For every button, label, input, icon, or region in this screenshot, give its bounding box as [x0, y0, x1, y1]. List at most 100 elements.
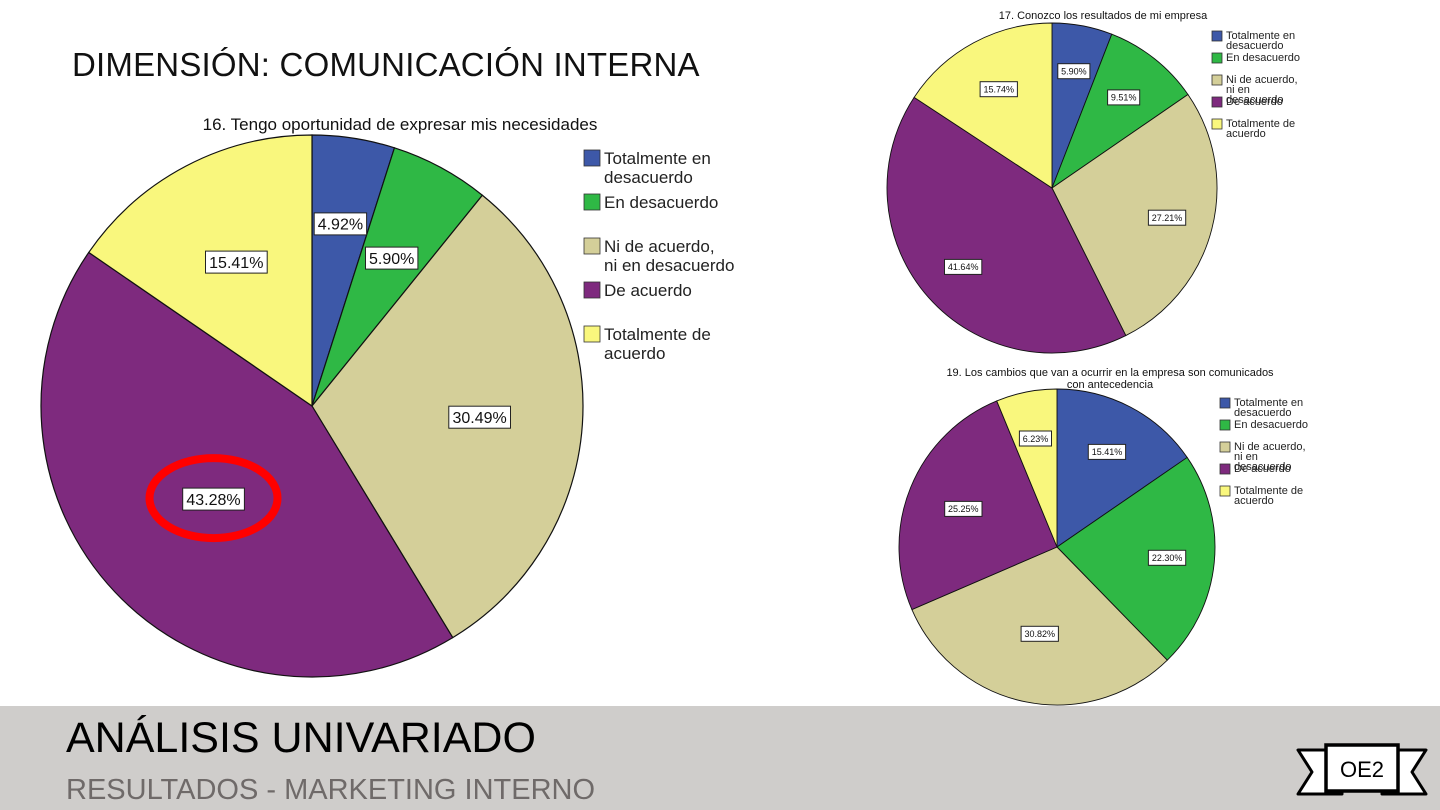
charts-canvas: 16. Tengo oportunidad de expresar mis ne… — [40, 10, 1308, 706]
data-label: 5.90% — [365, 246, 419, 270]
legend-label: desacuerdo — [1234, 461, 1292, 473]
legend-label: En desacuerdo — [1234, 419, 1308, 431]
legend-label: Totalmente en — [1226, 30, 1295, 42]
legend-swatch — [583, 325, 601, 343]
oe2-badge: OE2 — [1296, 743, 1428, 796]
data-label-text: 25.25% — [948, 504, 979, 514]
legend-label: Ni de acuerdo, — [604, 237, 715, 256]
legend-label: desacuerdo — [1226, 40, 1284, 52]
data-label: 15.41% — [205, 250, 268, 274]
legend-label: De acuerdo — [604, 281, 692, 300]
pie-chart-3: 19. Los cambios que van a ocurrir en la … — [898, 367, 1308, 706]
legend-label: ni en desacuerdo — [604, 256, 734, 275]
footer-bar: ANÁLISIS UNIVARIADO RESULTADOS - MARKETI… — [0, 706, 1440, 810]
legend-swatch — [583, 237, 601, 255]
data-label: 27.21% — [1147, 209, 1187, 226]
data-label-text: 30.82% — [1025, 629, 1056, 639]
data-label: 25.25% — [944, 500, 983, 517]
data-label: 43.28% — [182, 487, 245, 511]
legend-label: acuerdo — [604, 344, 665, 363]
pie-slice-en-desacuerdo — [1056, 456, 1216, 661]
data-label-box — [205, 250, 268, 274]
legend-swatch — [1211, 52, 1223, 64]
chart-title: 19. Los cambios que van a ocurrir en la … — [946, 367, 1274, 379]
legend-label: Totalmente en — [1234, 397, 1303, 409]
legend-label: desacuerdo — [604, 168, 693, 187]
data-label-text: 41.64% — [948, 262, 979, 272]
legend-label: ni en — [1226, 84, 1250, 96]
pie-slice-totalmente-de-acuerdo — [87, 134, 313, 408]
data-label-box — [1107, 89, 1141, 106]
data-label-box — [448, 405, 511, 429]
data-label-text: 9.51% — [1111, 93, 1137, 103]
legend-label: De acuerdo — [1226, 96, 1283, 108]
legend-label: Totalmente de — [1234, 485, 1303, 497]
pie-chart-2: 17. Conozco los resultados de mi empresa… — [886, 10, 1300, 354]
legend-swatch — [1211, 30, 1223, 42]
pie-slice-en-desacuerdo — [1051, 33, 1189, 190]
legend-label: En desacuerdo — [604, 193, 718, 212]
badge-box — [1324, 743, 1400, 793]
data-label: 30.49% — [448, 405, 511, 429]
pie-chart-1: 16. Tengo oportunidad de expresar mis ne… — [40, 115, 734, 678]
data-label-box — [365, 246, 419, 270]
pie-slice-totalmente-de-acuerdo — [913, 22, 1053, 189]
data-label-box — [182, 487, 245, 511]
pie-slice-ni-de-acuerdo-ni-en-desacuerdo — [311, 194, 584, 639]
data-label-box — [944, 258, 983, 275]
legend-label: Totalmente de — [604, 325, 711, 344]
legend-label: desacuerdo — [1234, 407, 1292, 419]
data-label-text: 27.21% — [1152, 213, 1183, 223]
data-label: 30.82% — [1020, 625, 1059, 642]
data-label-text: 15.41% — [209, 255, 263, 272]
chart-title: 16. Tengo oportunidad de expresar mis ne… — [203, 115, 598, 134]
data-label-text: 15.74% — [984, 85, 1015, 95]
data-label-box — [1057, 63, 1091, 80]
data-label-text: 15.41% — [1092, 447, 1123, 457]
data-label: 5.90% — [1057, 63, 1091, 80]
data-label-text: 43.28% — [186, 492, 240, 509]
legend-swatch — [583, 281, 601, 299]
data-label: 9.51% — [1107, 89, 1141, 106]
data-label-box — [979, 81, 1018, 98]
pie-slice-totalmente-en-desacuerdo — [1056, 388, 1188, 548]
legend-label: acuerdo — [1234, 495, 1274, 507]
legend-swatch — [583, 193, 601, 211]
legend-label: desacuerdo — [1226, 94, 1284, 106]
chart-title: con antecedencia — [1067, 379, 1154, 391]
highlight-circle — [145, 454, 282, 543]
legend-label: En desacuerdo — [1226, 52, 1300, 64]
data-label-box — [944, 500, 983, 517]
legend-label: ni en — [1234, 451, 1258, 463]
pie-slice-totalmente-de-acuerdo — [996, 388, 1058, 548]
data-label: 4.92% — [313, 212, 368, 236]
legend-label: Ni de acuerdo, — [1234, 441, 1306, 453]
legend-swatch — [1219, 485, 1231, 497]
data-label: 15.74% — [979, 81, 1018, 98]
chart-title: 17. Conozco los resultados de mi empresa — [999, 10, 1208, 22]
legend-swatch — [1211, 74, 1223, 86]
badge-label: OE2 — [1340, 757, 1384, 782]
data-label-text: 5.90% — [369, 251, 414, 268]
data-label: 6.23% — [1018, 430, 1053, 447]
legend-swatch — [1211, 96, 1223, 108]
legend-swatch — [1219, 463, 1231, 475]
data-label-box — [1087, 443, 1127, 460]
legend-label: Totalmente de — [1226, 118, 1295, 130]
data-label: 41.64% — [944, 258, 983, 275]
legend-swatch — [1219, 419, 1231, 431]
data-label-text: 6.23% — [1023, 434, 1049, 444]
data-label-box — [1147, 549, 1187, 566]
legend-swatch — [583, 149, 601, 167]
data-label-text: 5.90% — [1061, 67, 1087, 77]
legend-label: Totalmente en — [604, 149, 711, 168]
data-label: 15.41% — [1087, 443, 1127, 460]
data-label-box — [1147, 209, 1187, 226]
footer-subtitle: RESULTADOS - MARKETING INTERNO — [66, 774, 596, 806]
legend-label: acuerdo — [1226, 128, 1266, 140]
data-label-box — [1018, 430, 1053, 447]
legend-swatch — [1219, 397, 1231, 409]
